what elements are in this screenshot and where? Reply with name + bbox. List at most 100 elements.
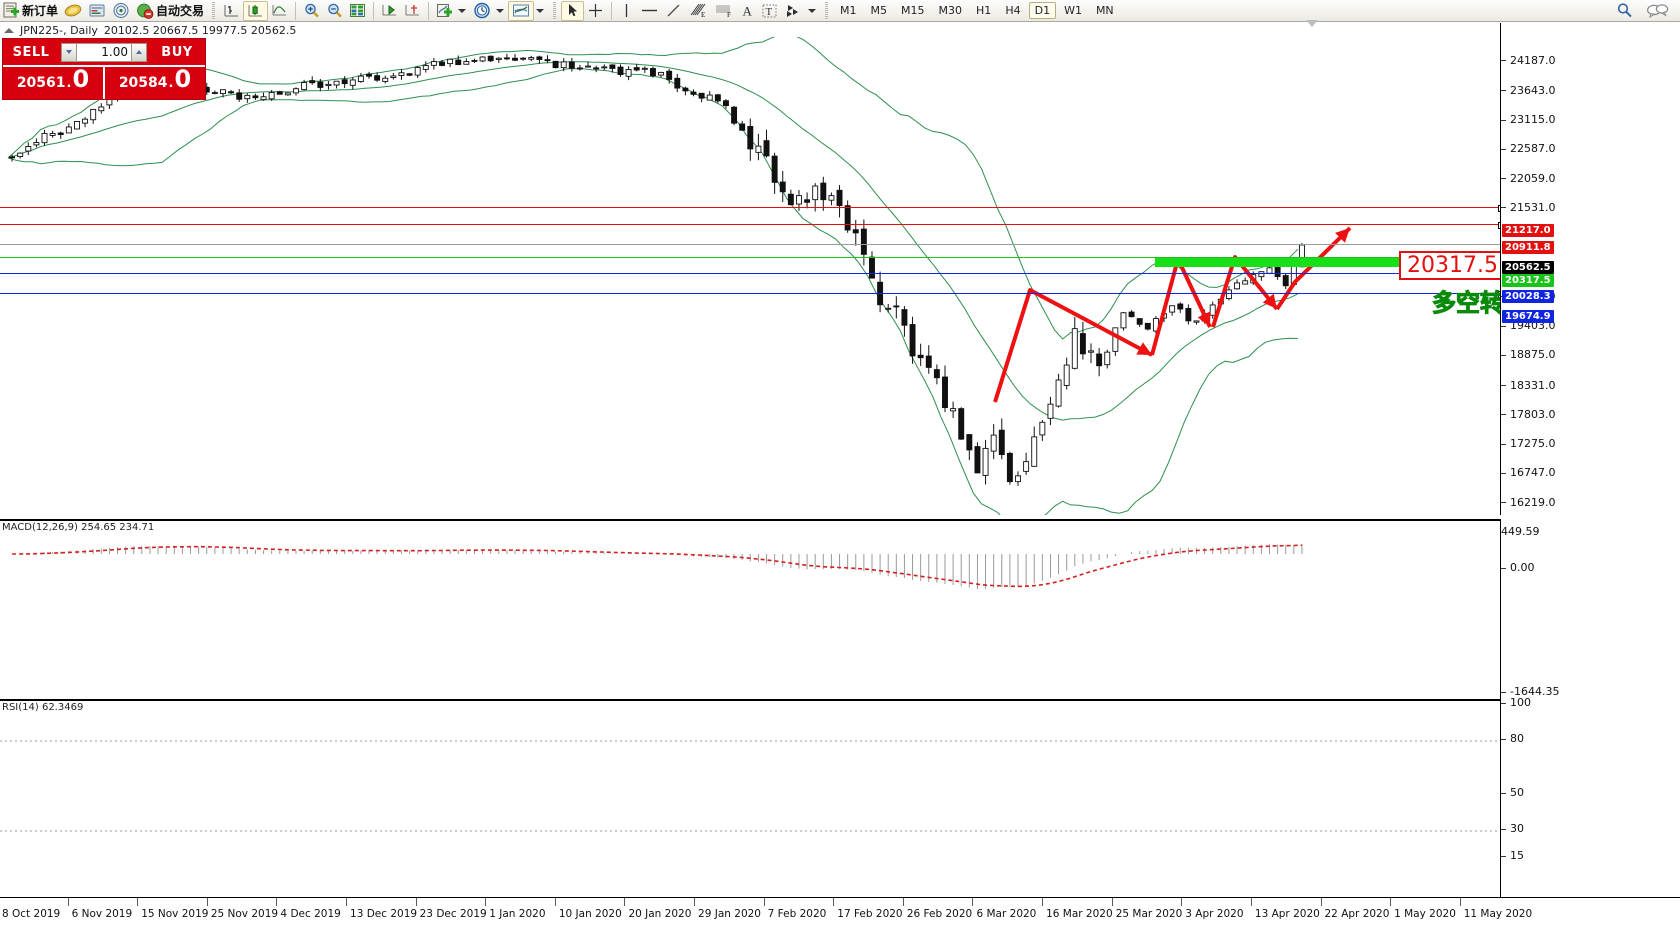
chart-header: JPN225-, Daily 20102.5 20667.5 19977.5 2… bbox=[0, 23, 1680, 37]
candlestick bbox=[560, 61, 567, 69]
candlestick bbox=[341, 79, 348, 85]
periods-button[interactable] bbox=[470, 1, 494, 21]
analysis-arrow-1[interactable] bbox=[993, 288, 1153, 403]
rsi-scale[interactable]: 100 80 50 30 15 bbox=[1500, 696, 1680, 897]
price-level-badge-20317.5[interactable]: 20317.5 bbox=[1502, 274, 1554, 288]
volume-decrease-button[interactable] bbox=[61, 42, 77, 62]
gold-plate-icon-button[interactable] bbox=[61, 1, 85, 21]
zoom-in-button[interactable] bbox=[300, 1, 323, 21]
time-tick-label: 22 Apr 2020 bbox=[1324, 908, 1390, 920]
auto-scroll-button[interactable] bbox=[378, 1, 401, 21]
chart-collapse-icon[interactable] bbox=[4, 27, 14, 33]
trendline-button[interactable] bbox=[662, 1, 685, 21]
timeframe-mn[interactable]: MN bbox=[1095, 4, 1114, 17]
fibo-fan-button[interactable]: F bbox=[711, 1, 737, 21]
shapes-button[interactable] bbox=[781, 1, 806, 21]
templates-dropdown-caret[interactable] bbox=[536, 8, 545, 13]
svg-text:F: F bbox=[727, 11, 731, 19]
volume-stepper[interactable]: 1.00 bbox=[61, 42, 147, 62]
shapes-dropdown-caret[interactable] bbox=[808, 8, 817, 13]
level-line-19674.9[interactable] bbox=[0, 290, 1505, 298]
resistance-zone-rectangle[interactable] bbox=[1155, 258, 1432, 267]
toolbar-grip[interactable] bbox=[210, 1, 218, 20]
time-tick-label: 8 Oct 2019 bbox=[2, 908, 61, 920]
volume-input[interactable]: 1.00 bbox=[77, 42, 131, 62]
time-tick-label: 1 Jan 2020 bbox=[489, 908, 546, 920]
navigator-button[interactable] bbox=[109, 1, 133, 21]
auto-trading-button[interactable]: 自动交易 bbox=[133, 1, 207, 21]
candlestick-chart-button[interactable] bbox=[243, 0, 269, 21]
price-level-badge-20028.3[interactable]: 20028.3 bbox=[1502, 290, 1554, 304]
analysis-arrow-3[interactable] bbox=[1211, 255, 1279, 328]
zoom-out-button[interactable] bbox=[323, 1, 346, 21]
candlestick bbox=[1128, 311, 1135, 318]
sell-price-button[interactable]: 20561 . 0 bbox=[3, 65, 103, 99]
candlestick bbox=[1047, 403, 1054, 419]
vertical-line-button[interactable] bbox=[616, 1, 637, 21]
text-button[interactable]: A bbox=[737, 1, 758, 21]
time-tick-separator bbox=[902, 898, 904, 906]
price-chart-pane[interactable] bbox=[0, 37, 1500, 515]
trendline-icon bbox=[665, 2, 682, 19]
timeframe-m15[interactable]: M15 bbox=[901, 4, 925, 17]
line-chart-icon bbox=[271, 2, 288, 19]
analysis-arrow-4[interactable] bbox=[1275, 226, 1352, 311]
price-callout-box[interactable]: 20317.5 bbox=[1399, 251, 1506, 281]
timeframe-h1[interactable]: H1 bbox=[976, 4, 992, 17]
market-watch-button[interactable] bbox=[85, 1, 109, 21]
level-line-20028.3[interactable] bbox=[0, 271, 1505, 279]
buy-label[interactable]: BUY bbox=[161, 44, 193, 60]
time-axis[interactable]: 8 Oct 2019 6 Nov 2019 15 Nov 2019 25 Nov 20… bbox=[0, 897, 1680, 940]
macd-pane[interactable]: MACD(12,26,9) 254.65 234.71 bbox=[0, 519, 1500, 691]
data-window-button[interactable] bbox=[346, 1, 369, 21]
bar-chart-button[interactable] bbox=[220, 1, 243, 21]
candlestick bbox=[503, 57, 510, 60]
macd-scale[interactable]: 449.59 0.00 -1644.35 bbox=[1500, 519, 1680, 699]
candlestick-chart-icon bbox=[247, 2, 264, 19]
periods-dropdown-caret[interactable] bbox=[496, 8, 505, 13]
candlestick bbox=[244, 94, 251, 100]
price-level-badge-20911.8[interactable]: 20911.8 bbox=[1502, 241, 1554, 255]
new-order-button[interactable]: 新订单 bbox=[0, 1, 61, 21]
new-order-label: 新订单 bbox=[22, 4, 59, 18]
horizontal-line-button[interactable] bbox=[637, 1, 662, 21]
candlestick bbox=[893, 305, 900, 308]
fibonacci-button[interactable]: E bbox=[685, 1, 711, 21]
timeframe-m1[interactable]: M1 bbox=[840, 4, 857, 17]
indicators-icon bbox=[436, 2, 453, 19]
level-line-21217.0[interactable] bbox=[0, 205, 1505, 213]
candlestick bbox=[293, 88, 299, 94]
line-chart-button[interactable] bbox=[268, 1, 291, 21]
candlestick bbox=[82, 118, 89, 124]
timeframe-w1[interactable]: W1 bbox=[1064, 4, 1082, 17]
crosshair-button[interactable] bbox=[584, 1, 607, 21]
one-click-trading-panel[interactable]: SELL 1.00 BUY 20561 . 0 20584 . 0 bbox=[2, 38, 206, 100]
price-level-badge-20562.5[interactable]: 20562.5 bbox=[1502, 260, 1554, 274]
price-scale[interactable]: 24187.0 23643.0 23115.0 22587.0 22059.0 21531… bbox=[1500, 23, 1680, 538]
price-tick: 16219.0 bbox=[1501, 496, 1556, 509]
indicators-button[interactable] bbox=[433, 1, 456, 21]
chart-shift-button[interactable] bbox=[401, 1, 424, 21]
search-icon[interactable] bbox=[1616, 2, 1634, 20]
candlestick bbox=[1079, 333, 1086, 355]
candlestick bbox=[366, 73, 372, 77]
price-level-badge-21217.0[interactable]: 21217.0 bbox=[1502, 224, 1554, 238]
text-label-button[interactable]: T bbox=[758, 1, 781, 21]
rsi-pane[interactable]: RSI(14) 62.3469 bbox=[0, 699, 1500, 897]
timeframe-h4[interactable]: H4 bbox=[1005, 4, 1021, 17]
toolbar-grip-2[interactable] bbox=[551, 1, 559, 20]
volume-increase-button[interactable] bbox=[131, 42, 147, 62]
chat-icon[interactable] bbox=[1646, 2, 1670, 20]
cursor-button[interactable] bbox=[561, 0, 585, 21]
sell-label[interactable]: SELL bbox=[12, 44, 50, 60]
toolbar-grip-3[interactable] bbox=[823, 1, 831, 20]
price-level-badge-19674.9[interactable]: 19674.9 bbox=[1502, 309, 1554, 323]
templates-button[interactable] bbox=[508, 0, 535, 21]
candlestick bbox=[390, 75, 397, 79]
timeframe-m30[interactable]: M30 bbox=[938, 4, 963, 17]
level-line-20911.8[interactable] bbox=[0, 222, 1505, 230]
timeframe-d1[interactable]: D1 bbox=[1028, 2, 1057, 19]
buy-price-button[interactable]: 20584 . 0 bbox=[103, 65, 205, 99]
timeframe-m5[interactable]: M5 bbox=[870, 4, 888, 17]
indicators-dropdown-caret[interactable] bbox=[458, 8, 467, 13]
